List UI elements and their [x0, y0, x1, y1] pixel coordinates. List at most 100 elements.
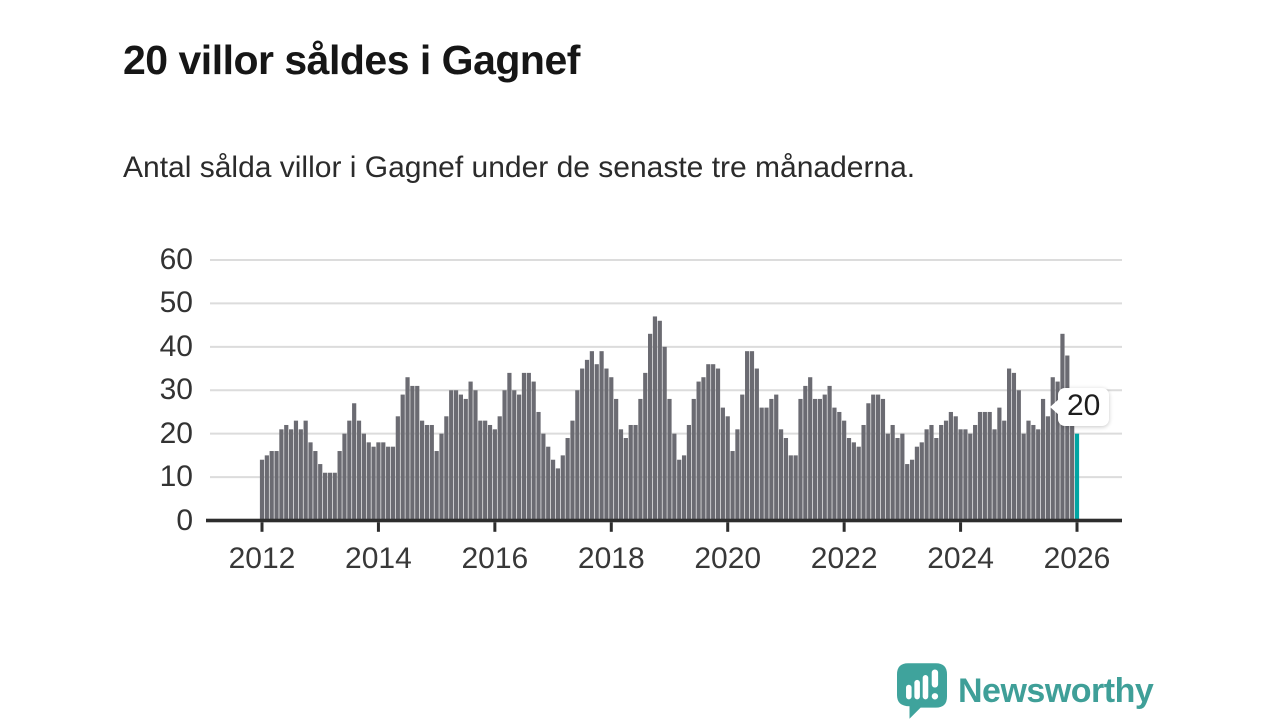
bar: [560, 455, 565, 521]
bar: [871, 394, 876, 521]
bar: [507, 372, 512, 521]
bar: [652, 316, 658, 521]
bar: [633, 424, 638, 521]
bar: [701, 377, 706, 521]
bar: [774, 394, 779, 521]
bar: [512, 390, 517, 521]
x-axis-label: 2026: [1043, 542, 1111, 575]
bar: [303, 420, 308, 521]
bar: [1036, 429, 1041, 521]
bar: [929, 424, 934, 521]
bar: [502, 390, 507, 521]
bar: [861, 424, 866, 521]
bar: [885, 433, 890, 521]
x-axis-label: 2018: [577, 542, 645, 575]
bar: [822, 394, 827, 521]
bar: [851, 442, 856, 521]
bar: [483, 420, 488, 521]
bar: [798, 398, 803, 521]
bar: [643, 372, 648, 521]
newsworthy-logo[interactable]: Newsworthy: [897, 663, 1154, 719]
bar: [284, 424, 289, 521]
x-axis-label: 2016: [461, 542, 529, 575]
bar: [565, 438, 570, 521]
bar: [1045, 416, 1050, 521]
bar: [778, 429, 784, 521]
bar: [764, 407, 769, 521]
bar: [618, 429, 624, 521]
bar: [313, 451, 318, 521]
bar: [648, 333, 653, 521]
bar: [419, 420, 425, 521]
bar: [269, 451, 274, 521]
bar: [259, 459, 265, 521]
bar: [381, 442, 386, 521]
bar: [832, 407, 837, 521]
chart-subtitle: Antal sålda villor i Gagnef under de sen…: [123, 151, 916, 184]
bar: [856, 446, 861, 521]
bar: [803, 385, 808, 521]
bar: [909, 459, 915, 521]
bar: [657, 320, 662, 521]
bar: [973, 424, 978, 521]
x-axis-tick: [842, 522, 846, 532]
bar: [599, 351, 604, 521]
bar: [594, 364, 599, 521]
bar: [638, 398, 643, 521]
x-axis-label: 2024: [927, 542, 994, 575]
bar: [327, 472, 333, 521]
bar: [691, 398, 696, 521]
bar: [614, 398, 619, 521]
bar: [725, 416, 730, 521]
bar: [667, 398, 672, 521]
bar: [352, 403, 357, 521]
x-axis-label: 2012: [228, 542, 296, 575]
bar: [997, 407, 1002, 521]
bar: [817, 398, 822, 521]
x-axis-tick: [959, 522, 963, 532]
x-axis-line: [206, 518, 1122, 523]
y-axis-label: 40: [159, 329, 193, 363]
bar: [541, 433, 546, 521]
bar: [366, 442, 371, 521]
bar: [546, 446, 551, 521]
bar: [473, 390, 478, 521]
bar: [468, 381, 473, 521]
bar: [1070, 424, 1075, 521]
bar: [332, 472, 337, 521]
bar: [356, 420, 362, 521]
bar: [720, 407, 725, 521]
bar: [1002, 420, 1007, 521]
bar: [555, 468, 561, 521]
bar: [905, 464, 910, 521]
bar: [434, 451, 439, 521]
bar: [463, 398, 468, 521]
bar: [715, 368, 721, 521]
bar: [376, 442, 381, 521]
bar: [405, 377, 410, 521]
x-axis-tick: [493, 522, 497, 532]
bar: [924, 429, 929, 521]
bar: [536, 411, 541, 521]
bar: [531, 381, 536, 521]
bar: [914, 446, 920, 521]
bar: [919, 442, 924, 521]
x-axis-label: 2014: [345, 542, 412, 575]
bar: [439, 433, 444, 521]
bar: [662, 346, 667, 521]
bar: [580, 368, 585, 521]
bar: [890, 424, 895, 521]
bar: [895, 438, 900, 521]
bar: [808, 377, 813, 521]
bar: [977, 411, 983, 521]
bar: [386, 446, 391, 521]
bar: [1026, 420, 1031, 521]
bar: [293, 420, 299, 521]
y-axis-label: 50: [159, 286, 193, 320]
y-axis-label: 0: [176, 503, 193, 537]
bar: [948, 411, 953, 521]
bar: [1060, 333, 1065, 521]
latest-value-label: 20: [1067, 389, 1101, 422]
bar: [958, 429, 963, 521]
